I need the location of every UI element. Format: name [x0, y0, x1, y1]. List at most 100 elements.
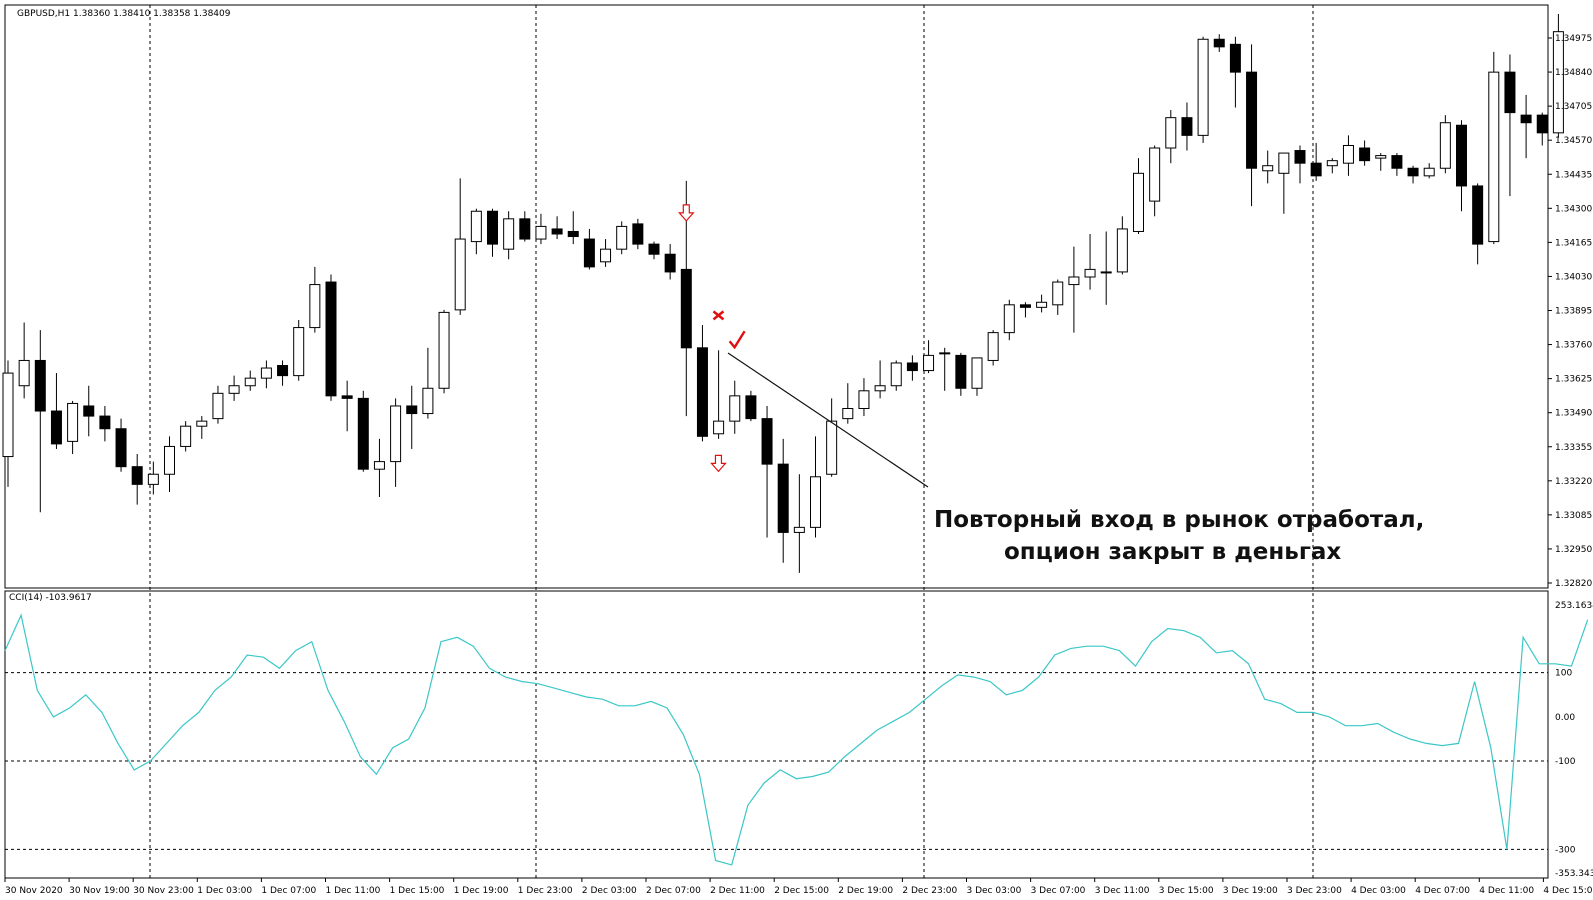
cci-tick-label: 0.00	[1555, 713, 1575, 723]
price-tick-label: 1.34570	[1555, 136, 1592, 146]
candle	[1504, 54, 1516, 197]
cci-tick-label: 253.1634	[1555, 601, 1593, 611]
price-tick-label: 1.34975	[1555, 34, 1592, 44]
candle	[1246, 44, 1258, 207]
time-tick-label: 2 Dec 03:00	[582, 886, 637, 896]
candle	[1552, 13, 1564, 138]
candle	[1149, 145, 1161, 217]
candle-body-bull	[858, 390, 870, 409]
candle	[842, 383, 854, 424]
candle	[810, 436, 821, 538]
candle	[551, 216, 563, 240]
candle	[535, 213, 547, 245]
candle-body-bull	[1262, 165, 1274, 172]
candle-body-bull	[470, 210, 482, 243]
candle-body-bull	[616, 225, 628, 250]
candle	[277, 360, 289, 386]
candle	[567, 211, 579, 245]
cci-layer	[4, 613, 1589, 866]
time-tick-label: 2 Dec 11:00	[710, 886, 765, 896]
candle-body-bear	[357, 397, 369, 470]
time-tick-label: 2 Dec 23:00	[902, 886, 957, 896]
candle	[1181, 102, 1193, 151]
candle-body-bull	[293, 327, 305, 377]
candle-body-bull	[923, 354, 935, 372]
annotation-line-1: Повторный вход в рынок отработал,	[934, 507, 1424, 533]
candle-body-bull	[422, 387, 434, 415]
candle-body-bull	[180, 425, 192, 447]
time-tick-label: 1 Dec 07:00	[261, 886, 316, 896]
time-tick-label: 30 Nov 19:00	[69, 886, 130, 896]
candle	[373, 438, 385, 498]
candle-body-bear	[1019, 304, 1031, 308]
candle	[1488, 51, 1500, 245]
candle	[906, 355, 918, 381]
candle-body-bear	[583, 238, 595, 268]
symbol-info-label: GBPUSD,H1 1.38360 1.38410 1.38358 1.3840…	[17, 9, 231, 19]
candle	[1116, 216, 1128, 275]
candle	[664, 244, 676, 280]
candle	[228, 375, 240, 401]
candle-body-bull	[1036, 301, 1048, 308]
candle	[67, 400, 79, 455]
candle	[325, 274, 337, 401]
candle	[1036, 294, 1048, 313]
candle-body-bear	[83, 405, 95, 417]
candle	[454, 178, 466, 315]
cci-line	[4, 613, 1589, 866]
candle	[341, 380, 353, 432]
candle-body-bull	[1133, 172, 1144, 232]
candle	[777, 438, 789, 563]
price-tick-label: 1.33895	[1555, 307, 1592, 317]
candle-body-bull	[1100, 271, 1112, 274]
candle	[164, 436, 175, 492]
time-tick-label: 3 Dec 19:00	[1223, 886, 1278, 896]
signal-down-arrow	[677, 204, 695, 222]
candle	[696, 325, 708, 442]
candle-body-bear	[99, 415, 111, 430]
candle-body-bull	[454, 238, 466, 311]
candle-body-bull	[713, 420, 725, 435]
price-tick-label: 1.33220	[1555, 477, 1592, 487]
candle-body-bear	[761, 418, 773, 465]
candle-body-bear	[696, 347, 708, 437]
candle-body-bear	[1359, 147, 1371, 162]
candle-body-bear	[1246, 71, 1258, 169]
time-tick-label: 3 Dec 07:00	[1031, 886, 1086, 896]
candle	[180, 421, 192, 452]
candle	[503, 211, 515, 260]
candle-body-bear	[745, 395, 757, 420]
candle-body-bull	[438, 311, 450, 389]
candle	[793, 474, 805, 573]
candle	[1536, 112, 1548, 146]
signal-check	[728, 330, 746, 350]
time-tick-label: 3 Dec 23:00	[1287, 886, 1342, 896]
candle	[131, 454, 143, 505]
candle-body-bear	[406, 405, 418, 415]
candle-body-bear	[115, 428, 127, 468]
candle	[406, 385, 418, 449]
candle	[18, 322, 30, 399]
time-tick-label: 4 Dec 11:00	[1479, 886, 1534, 896]
candle	[1052, 279, 1064, 315]
candle-body-bear	[50, 410, 62, 445]
candle-body-bear	[1310, 162, 1322, 177]
price-tick-label: 1.32820	[1555, 579, 1592, 589]
candle	[83, 385, 95, 437]
candle	[1423, 163, 1435, 179]
price-tick-label: 1.33760	[1555, 341, 1592, 351]
cci-tick-label: -353.3435	[1555, 869, 1593, 879]
candle	[729, 380, 741, 434]
candle-body-bear	[632, 223, 644, 245]
candle-body-bull	[1342, 144, 1354, 164]
candle-body-bear	[487, 210, 498, 245]
cci-info-label: CCI(14) -103.9617	[9, 593, 92, 603]
candle-body-bear	[325, 281, 337, 397]
candle-body-bull	[1116, 228, 1128, 273]
candle-body-bull	[1003, 304, 1015, 334]
candle	[260, 360, 272, 389]
candle-body-bear	[648, 243, 660, 255]
candle	[519, 211, 531, 242]
candle	[1133, 158, 1144, 234]
